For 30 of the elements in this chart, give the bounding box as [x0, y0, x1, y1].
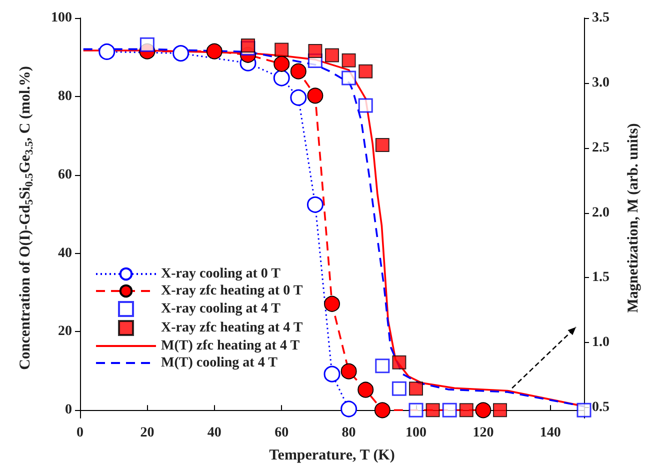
legend-label: X-ray zfc heating at 4 T	[161, 320, 304, 336]
x-tick-label: 120	[472, 426, 494, 440]
y-tick-label: 20	[58, 324, 72, 340]
y-tick-label: 80	[58, 88, 72, 104]
x-tick-label: 80	[342, 426, 356, 440]
y2-tick-label: 3.5	[592, 10, 610, 26]
y-tick-label: 0	[65, 402, 72, 418]
y-tick-label: 100	[51, 10, 72, 26]
y2-tick-label: 1.0	[592, 335, 610, 350]
y2-axis-title: Magnetization, M (arb. units)	[626, 123, 642, 313]
y-axis-title: Concentration of O(I)-Gd5Si0.5Ge3.5, C (mol.%)	[18, 66, 36, 370]
legend-label: X-ray cooling at 4 T	[161, 302, 282, 316]
legend-label: X-ray cooling at 0 T	[161, 266, 282, 282]
legend-label: X-ray zfc heating at 0 T	[161, 284, 304, 298]
x-tick-label: 100	[406, 426, 426, 440]
x-axis-title: Temperature, T (K)	[269, 448, 395, 464]
y-tick-label: 40	[58, 246, 72, 261]
x-tick-label: 140	[540, 426, 561, 440]
x-tick-label: 0	[76, 426, 84, 440]
y2-tick-label: 0.5	[592, 400, 610, 416]
legend-label: M(T) cooling at 4 T	[161, 356, 278, 370]
y2-tick-label: 2.5	[592, 140, 610, 156]
legend-label: M(T) zfc heating at 4 T	[161, 338, 300, 354]
x-tick-label: 20	[140, 426, 154, 440]
y-tick-label: 60	[58, 167, 72, 182]
y2-tick-label: 2.0	[592, 205, 610, 220]
y2-tick-label: 3.0	[592, 75, 610, 90]
x-tick-label: 60	[274, 426, 289, 440]
x-tick-label: 40	[207, 426, 222, 440]
y2-tick-label: 1.5	[592, 270, 610, 286]
